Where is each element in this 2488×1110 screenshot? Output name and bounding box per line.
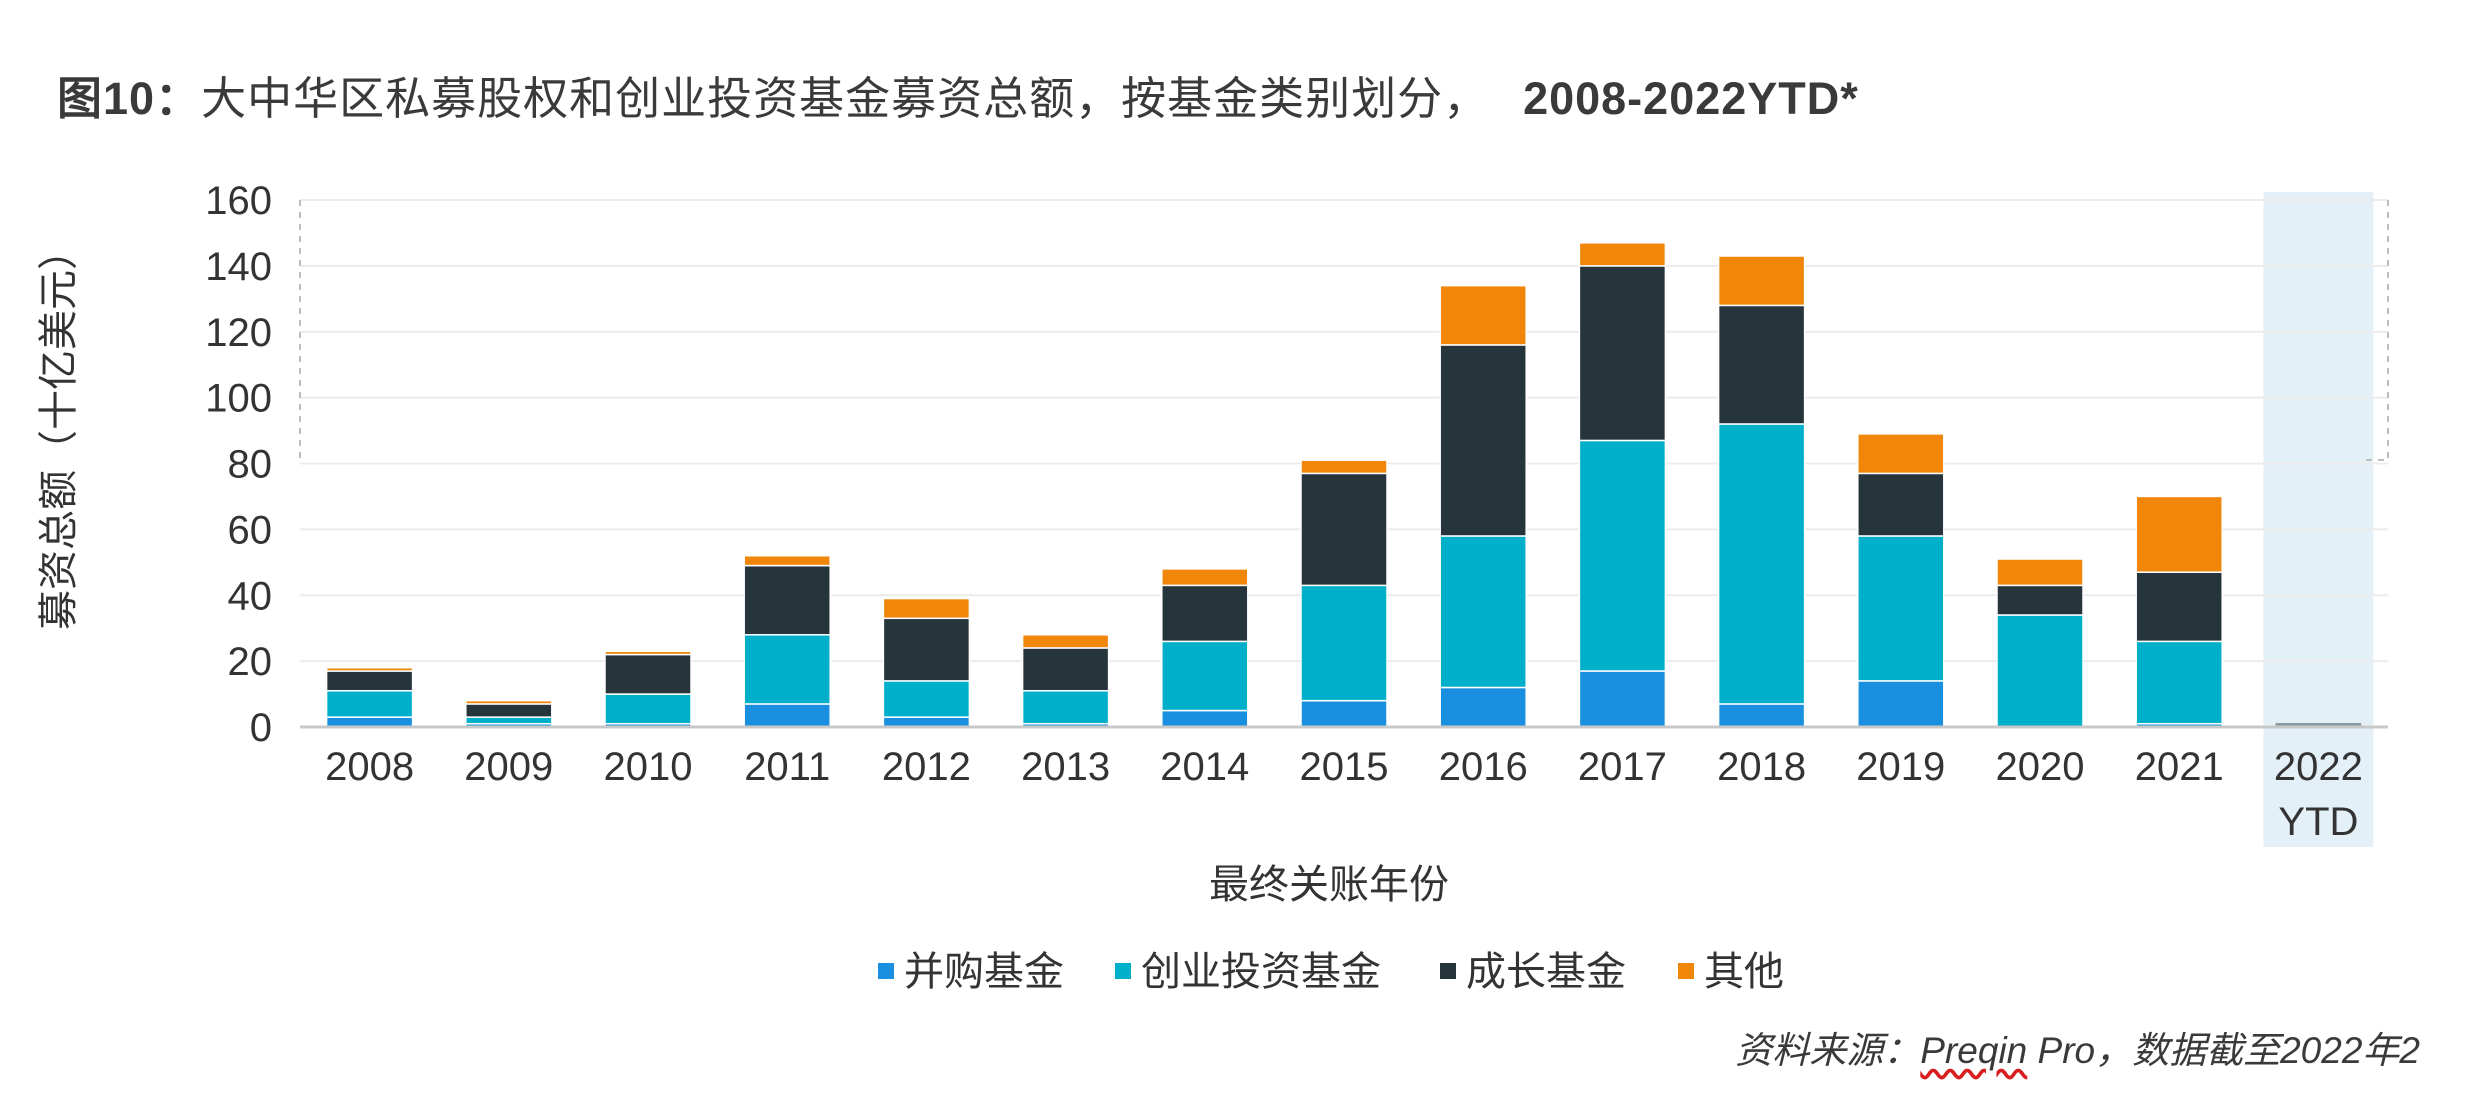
bar-segment: [1161, 709, 1249, 728]
source-post: Pro，数据截至2022年2: [2027, 1030, 2420, 1071]
stacked-bar-chart: 0 20 40 60 80 100 120 140 160 2008 2009 2010 2011 201…: [37, 179, 2389, 994]
bar-segment: [1300, 459, 1388, 475]
bar-segment: [2275, 723, 2362, 727]
y-tick-label: 120: [205, 311, 272, 355]
bar-segment: [325, 690, 414, 718]
bar-segment: [1021, 634, 1110, 649]
legend-swatch: [1115, 963, 1131, 979]
bar-segment: [1996, 614, 2084, 728]
x-tick-label: 2015: [1300, 745, 1389, 789]
bar-segment: [1717, 255, 1806, 307]
x-tick-label: 2017: [1578, 745, 1667, 789]
bar-segment: [1857, 680, 1945, 728]
bar-segment: [1996, 584, 2084, 616]
x-tick-label: 2013: [1021, 745, 1110, 789]
title-prefix: 图10：: [57, 73, 202, 124]
bar-segment: [1578, 265, 1667, 442]
title-text: 大中华区私募股权和创业投资基金募资总额，按基金类别划分，: [201, 73, 1490, 124]
y-tick-label: 80: [228, 443, 273, 487]
bar-segment: [1717, 304, 1806, 425]
bar-segment: [1300, 584, 1388, 702]
bar-segment: [604, 693, 692, 725]
x-tick-label: 2009: [464, 745, 553, 789]
x-tick-label: 2012: [882, 745, 971, 789]
bar-segment: [1439, 284, 1527, 346]
x-tick-label: 2021: [2135, 745, 2224, 789]
bar-segment: [325, 670, 414, 692]
x-axis-title: 最终关账年份: [1209, 863, 1449, 907]
legend-swatch: [1440, 963, 1456, 979]
x-tick-label: 2022: [2274, 745, 2363, 789]
bar-segment: [1439, 344, 1527, 537]
bar-segment: [1717, 703, 1806, 728]
bar-segment: [1857, 472, 1945, 537]
x-tick-label: 2016: [1439, 745, 1528, 789]
bar-segment: [465, 699, 553, 705]
bar-segment: [743, 634, 831, 705]
bar-segment: [2135, 571, 2223, 643]
legend-label: 其他: [1704, 950, 1784, 994]
bar-segment: [1439, 535, 1527, 689]
bar-segment: [882, 617, 971, 682]
x-tick-label: 2018: [1717, 745, 1806, 789]
bar-segment: [743, 554, 831, 567]
source-note: 资料来源：Preqin Pro，数据截至2022年2: [1735, 1020, 2420, 1074]
bar-segment: [1300, 472, 1388, 587]
legend-swatch: [878, 963, 894, 979]
bar-segment: [1021, 647, 1110, 692]
x-tick-label: 2011: [744, 745, 830, 789]
bar-segment: [1439, 686, 1527, 728]
x-tick-label: 2014: [1160, 745, 1249, 789]
bar-segment: [604, 653, 692, 695]
x-tick-label: 2020: [1996, 745, 2085, 789]
title-years: 2008-2022YTD*: [1523, 73, 1859, 124]
x-tick-label: 2019: [1856, 745, 1945, 789]
x-tick-label: 2010: [604, 745, 693, 789]
bar-segment: [882, 680, 971, 718]
y-tick-label: 100: [205, 377, 272, 421]
ytd-highlight-band: [2263, 192, 2374, 847]
y-tick-label: 20: [228, 640, 273, 684]
bar-segment: [1161, 568, 1249, 587]
bar-segment: [465, 703, 553, 718]
bar-segment: [1578, 670, 1667, 728]
bar-segment: [1996, 558, 2084, 587]
bar-segment: [1857, 433, 1945, 475]
source-pre: 资料来源：: [1735, 1030, 1921, 1071]
bar-segment: [604, 650, 692, 656]
source-link: Preqin: [1920, 1030, 2028, 1071]
bar-segment: [1717, 423, 1806, 705]
y-tick-label: 160: [205, 179, 272, 223]
y-tick-label: 0: [250, 706, 272, 750]
bar-segment: [2135, 640, 2223, 725]
bar-segment: [743, 703, 831, 728]
legend-label: 成长基金: [1466, 950, 1626, 994]
bar-segment: [1161, 640, 1249, 712]
bar-segment: [743, 564, 831, 636]
y-tick-label: 60: [228, 508, 273, 552]
bar-segment: [1578, 439, 1667, 672]
x-tick-label: YTD: [2278, 800, 2358, 844]
bar-segment: [1300, 699, 1388, 728]
y-tick-label: 40: [228, 574, 273, 618]
y-axis-title: 募资总额（十亿美元）: [37, 230, 81, 630]
bar-segment: [882, 597, 971, 620]
legend-label: 并购基金: [904, 950, 1064, 994]
bar-segment: [2135, 495, 2223, 573]
legend-label: 创业投资基金: [1141, 950, 1381, 994]
bar-segment: [1578, 242, 1667, 267]
bar-segment: [465, 716, 553, 725]
dashed-frame: [299, 200, 2389, 461]
y-tick-label: 140: [205, 245, 272, 289]
bar-segment: [1021, 690, 1110, 725]
chart-title: 图10：大中华区私募股权和创业投资基金募资总额，按基金类别划分， 2008-202…: [57, 62, 1859, 127]
bar-segment: [325, 666, 414, 672]
legend-swatch: [1678, 963, 1694, 979]
bar-segment: [1161, 584, 1249, 643]
bar-segment: [1857, 535, 1945, 682]
x-tick-label: 2008: [325, 745, 414, 789]
